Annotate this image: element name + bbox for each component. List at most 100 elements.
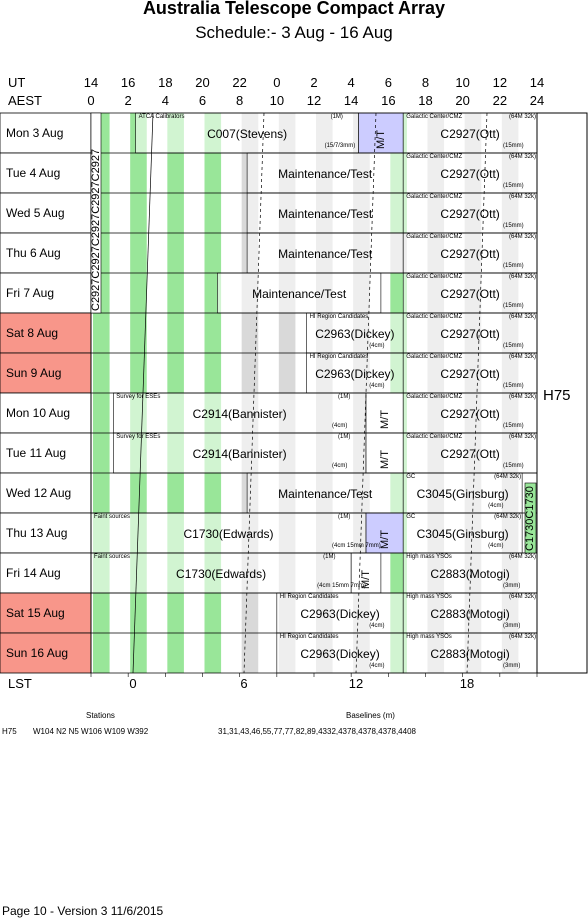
time-stripe xyxy=(93,393,110,433)
project-note: High mass YSOs xyxy=(406,554,452,560)
mt-block xyxy=(350,552,382,594)
time-stripe xyxy=(204,233,222,273)
time-stripe xyxy=(167,273,184,313)
project-name: C2963(Dickey) xyxy=(315,327,395,341)
ut-tick: 8 xyxy=(421,75,430,90)
ut-tick: 0 xyxy=(273,75,281,90)
page-subtitle: Schedule:- 3 Aug - 16 Aug xyxy=(195,23,393,42)
time-stripe xyxy=(167,593,184,633)
project-name: C3045(Ginsburg) xyxy=(416,487,509,501)
day-cell xyxy=(0,272,92,314)
project-note: Galactic Center/CMZ xyxy=(406,234,463,240)
project-block xyxy=(246,192,404,234)
project-block xyxy=(246,472,404,514)
day-cell xyxy=(0,632,92,674)
project-name: C2927(Ott) xyxy=(440,327,500,341)
aest-tick: 4 xyxy=(161,93,169,108)
time-stripe xyxy=(93,433,110,473)
project-note: High mass YSOs xyxy=(406,594,452,600)
time-stripe xyxy=(390,553,407,593)
project-band: (15mm) xyxy=(503,383,524,389)
ut-tick: 20 xyxy=(195,75,210,90)
project-band: (4cm) xyxy=(488,543,504,549)
project-note: Galactic Center/CMZ xyxy=(406,154,463,160)
time-stripe xyxy=(130,153,147,193)
project-block xyxy=(402,312,538,354)
time-stripe xyxy=(390,273,407,313)
config-label: H75 xyxy=(543,387,571,404)
project-note: Survey for ESEs xyxy=(116,434,161,440)
project-block xyxy=(402,592,538,634)
project-band: (15mm) xyxy=(503,223,524,229)
aest-tick: 10 xyxy=(269,93,285,108)
time-stripe xyxy=(130,273,147,313)
project-band: (4cm) xyxy=(488,503,504,509)
project-block xyxy=(90,512,367,554)
project-band: (4cm) xyxy=(369,343,385,349)
project-name: C007(Stevens) xyxy=(207,127,288,141)
lst-tick: 12 xyxy=(348,676,364,691)
project-array: (64M 32k) xyxy=(509,634,537,640)
right-strip-label: C1730C1730 xyxy=(524,486,536,551)
mt-label: M/T xyxy=(378,530,391,549)
day-label: Sat 15 Aug xyxy=(6,606,65,620)
ut-tick: 14 xyxy=(529,75,545,90)
mt-block xyxy=(365,392,404,434)
project-array: (64M 32k) xyxy=(509,114,537,120)
project-name: Maintenance/Test xyxy=(278,207,373,221)
project-block xyxy=(402,192,538,234)
project-name: C2963(Dickey) xyxy=(300,647,380,661)
project-band: (3mm) xyxy=(503,623,521,629)
time-stripe xyxy=(167,633,184,673)
project-note: HI Region Candidates xyxy=(279,634,339,640)
project-band: (15mm) xyxy=(503,463,524,469)
day-cell xyxy=(0,432,92,474)
project-name: C1730(Edwards) xyxy=(176,567,267,581)
project-block xyxy=(217,272,382,314)
project-block xyxy=(402,632,538,674)
project-note: Faint sources xyxy=(94,514,131,520)
project-note: GC xyxy=(406,474,416,480)
footer-stations: W104 N2 N5 W106 W109 W392 xyxy=(33,727,149,736)
mt-label: M/T xyxy=(378,450,391,469)
aest-tick: 12 xyxy=(306,93,322,108)
time-stripe xyxy=(167,233,184,273)
day-label: Fri 7 Aug xyxy=(6,286,55,300)
project-array: (1M) xyxy=(330,114,343,120)
time-stripe xyxy=(130,193,147,233)
day-cell xyxy=(0,312,92,354)
project-array: (1M) xyxy=(338,394,351,400)
project-name: C2927(Ott) xyxy=(440,287,500,301)
mt-label: M/T xyxy=(378,410,391,429)
project-band: (15/7/3mm) xyxy=(324,143,356,149)
day-cell xyxy=(0,392,92,434)
project-note: HI Region Candidates xyxy=(279,594,339,600)
project-note: Galactic Center/CMZ xyxy=(406,194,463,200)
project-name: C2927(Ott) xyxy=(440,207,500,221)
day-cell xyxy=(0,112,92,154)
project-name: Maintenance/Test xyxy=(278,247,373,261)
project-name: C2914(Bannister) xyxy=(192,447,287,461)
time-stripe xyxy=(93,353,110,393)
stations-heading: Stations xyxy=(86,711,115,720)
time-stripe xyxy=(130,313,147,353)
day-label: Tue 4 Aug xyxy=(6,166,61,180)
project-band: (15mm) xyxy=(503,423,524,429)
aest-tick: 22 xyxy=(492,93,508,108)
left-strip xyxy=(90,112,102,314)
ut-tick: 12 xyxy=(492,75,508,90)
project-array: (1M) xyxy=(338,514,351,520)
project-band: (15mm) xyxy=(503,343,524,349)
project-block xyxy=(276,592,404,634)
mt-block xyxy=(358,112,404,154)
aest-tick: 18 xyxy=(418,93,433,108)
ut-tick: 18 xyxy=(158,75,173,90)
project-band: (15mm) xyxy=(503,263,524,269)
time-stripe xyxy=(241,313,259,353)
time-stripe xyxy=(204,193,222,233)
project-block xyxy=(90,552,352,594)
project-array: (64M 32k) xyxy=(509,274,537,280)
day-cell xyxy=(0,472,92,514)
time-stripe xyxy=(130,633,147,673)
mt-label: M/T xyxy=(360,570,373,589)
